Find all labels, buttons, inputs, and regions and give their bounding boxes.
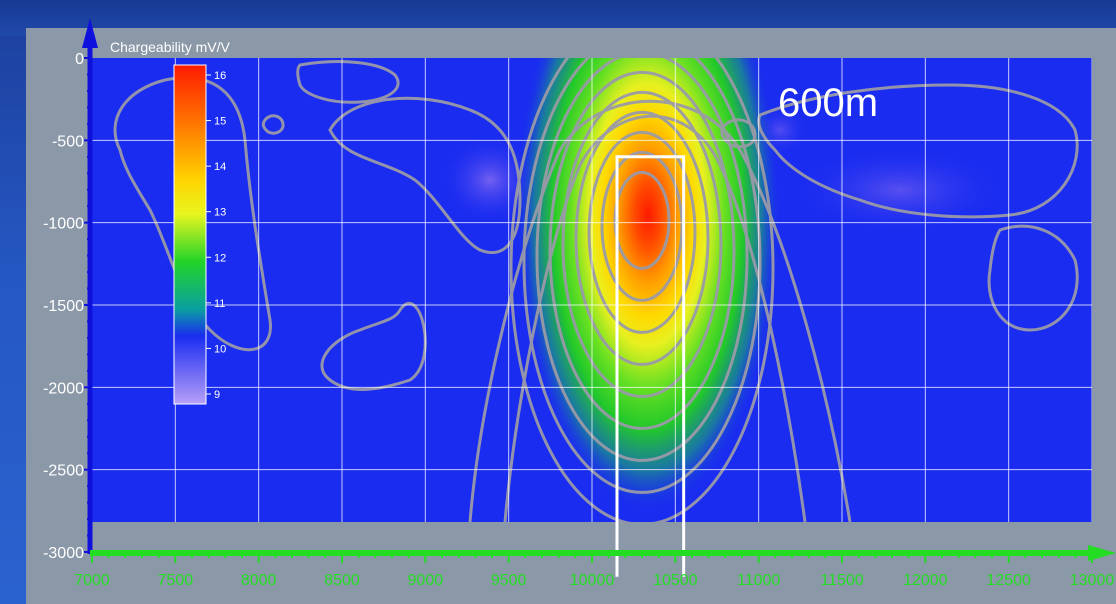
contour-line xyxy=(113,76,272,352)
y-tick-label: -500 xyxy=(52,133,84,150)
contour-line xyxy=(574,110,710,366)
y-tick-label: 0 xyxy=(75,51,84,68)
x-tick-label: 8500 xyxy=(324,572,360,589)
contour-line xyxy=(600,150,684,302)
contour-line xyxy=(561,90,723,398)
colorbar: 16 15 14 13 12 11 10 9 xyxy=(173,64,226,405)
x-tick-label: 10500 xyxy=(653,572,698,589)
x-axis: 7000 7500 8000 8500 9000 9500 10000 10500 11000 1… xyxy=(74,545,1116,589)
x-tick-label: 9000 xyxy=(408,572,444,589)
contour-line xyxy=(296,60,400,104)
x-tick-label: 8000 xyxy=(241,572,277,589)
x-tick-label: 7000 xyxy=(74,572,110,589)
contour-line xyxy=(535,58,749,462)
x-tick-label: 12500 xyxy=(986,572,1031,589)
colorbar-label: Chargeability mV/V xyxy=(110,39,230,55)
contour-line xyxy=(720,118,757,149)
x-tick-label: 11000 xyxy=(737,572,780,589)
contour-line xyxy=(548,70,736,430)
target-box xyxy=(615,155,686,577)
colorbar-tick-label: 13 xyxy=(214,207,226,219)
x-tick-label: 9500 xyxy=(491,572,527,589)
colorbar-tick-label: 12 xyxy=(214,252,226,264)
x-axis-arrow xyxy=(1088,545,1116,561)
colorbar-gradient xyxy=(173,64,207,405)
contour-lines xyxy=(113,58,1079,522)
colorbar-tick-label: 15 xyxy=(214,116,226,128)
x-tick-label: 10000 xyxy=(570,572,615,589)
no-data-band xyxy=(92,522,1092,552)
contour-line xyxy=(613,170,671,270)
y-tick-label: -1000 xyxy=(43,216,84,233)
colorbar-tick-label: 11 xyxy=(214,298,225,310)
y-axis-arrow xyxy=(82,18,98,48)
colorbar-tick-label: 9 xyxy=(214,389,220,401)
contour-line xyxy=(987,224,1079,332)
contour-line xyxy=(328,96,522,254)
x-tick-label: 12000 xyxy=(903,572,948,589)
contour-line xyxy=(509,58,775,522)
x-tick-label: 11500 xyxy=(820,572,863,589)
x-tick-label: 7500 xyxy=(158,572,194,589)
y-tick-label: -1500 xyxy=(43,298,84,315)
contour-line xyxy=(320,301,427,391)
colorbar-tick-label: 16 xyxy=(214,70,226,82)
annotation-label: 600m xyxy=(778,81,878,125)
y-tick-label: -2000 xyxy=(43,380,84,397)
contour-line xyxy=(587,130,697,334)
contour-line xyxy=(468,99,852,522)
colorbar-tick-label: 14 xyxy=(214,161,226,173)
y-tick-label: -3000 xyxy=(43,545,84,562)
contour-line xyxy=(503,114,807,522)
x-tick-label: 13000 xyxy=(1070,572,1115,589)
contour-line xyxy=(261,114,285,135)
colorbar-tick-label: 10 xyxy=(214,343,226,355)
y-axis: 0 -500 -1000 -1500 -2000 -2500 -3000 xyxy=(43,18,98,562)
contour-line xyxy=(757,83,1079,219)
y-tick-label: -2500 xyxy=(43,463,84,480)
contour-line xyxy=(522,58,762,494)
